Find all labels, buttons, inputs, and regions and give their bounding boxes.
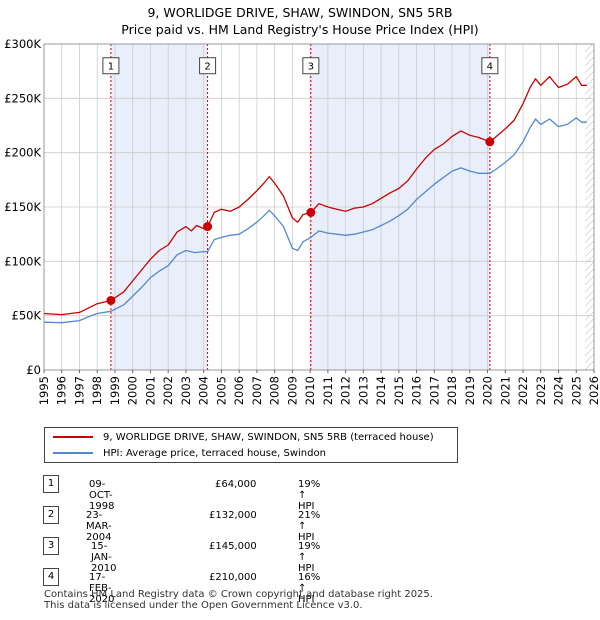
legend: 9, WORLIDGE DRIVE, SHAW, SWINDON, SN5 5R… — [44, 427, 458, 463]
event-price: £145,000 — [209, 541, 257, 552]
x-tick-label: 2013 — [356, 376, 370, 405]
event-date: 17-FEB-2020 — [89, 572, 115, 605]
event-date: 23-MAR-2004 — [86, 510, 112, 543]
hpi-line — [43, 117, 587, 324]
x-tick-label: 2021 — [498, 376, 512, 405]
chart-title: 9, WORLIDGE DRIVE, SHAW, SWINDON, SN5 5R… — [0, 4, 600, 38]
x-tick-label: 2005 — [214, 376, 228, 405]
x-tick-label: 2003 — [179, 376, 193, 405]
x-tick-label: 2017 — [427, 376, 441, 405]
x-tick-label: 2012 — [339, 376, 353, 405]
event-date: 09-OCT-1998 — [89, 479, 115, 512]
y-tick-label: £0 — [26, 363, 41, 377]
x-tick-label: 1997 — [72, 376, 86, 405]
event-price: £132,000 — [209, 510, 257, 521]
x-tick-label: 2004 — [197, 376, 211, 405]
legend-label-property: 9, WORLIDGE DRIVE, SHAW, SWINDON, SN5 5R… — [103, 431, 434, 443]
sale-point — [106, 295, 116, 305]
y-tick-label: £300K — [4, 37, 41, 51]
property-price-line — [43, 75, 587, 316]
sale-marker-box — [481, 57, 499, 75]
x-tick-label: 2024 — [552, 376, 566, 405]
legend-item-hpi: HPI: Average price, terraced house, Swin… — [53, 445, 326, 461]
y-tick-label: £150K — [4, 200, 41, 214]
chart-title-line2: Price paid vs. HM Land Registry's House … — [121, 22, 479, 37]
event-hpi: 19% ↑ HPI — [298, 541, 321, 574]
event-badge: 2 — [43, 506, 59, 524]
x-tick-label: 2001 — [143, 376, 157, 405]
x-tick-label: 1999 — [108, 376, 122, 405]
x-tick-label: 2026 — [587, 376, 600, 405]
event-price: £64,000 — [215, 479, 257, 490]
sale-marker-label: 1 — [108, 62, 114, 73]
y-tick-label: £100K — [4, 254, 41, 268]
footer-line2: This data is licensed under the Open Gov… — [44, 600, 363, 611]
sale-point — [203, 222, 213, 232]
x-tick-label: 2019 — [463, 376, 477, 405]
sale-marker-label: 3 — [308, 62, 314, 73]
x-tick-label: 2014 — [374, 376, 388, 405]
legend-label-hpi: HPI: Average price, terraced house, Swin… — [103, 447, 326, 459]
event-hpi: 16% ↑ HPI — [298, 572, 321, 605]
event-badge: 1 — [43, 475, 59, 493]
x-tick-label: 2007 — [250, 376, 264, 405]
x-tick-label: 2023 — [534, 376, 548, 405]
event-badge: 4 — [43, 568, 59, 586]
sale-marker-box — [302, 57, 320, 75]
x-tick-label: 2016 — [410, 376, 424, 405]
legend-swatch-property — [53, 436, 93, 438]
plot-frame — [43, 43, 595, 371]
event-hpi: 21% ↑ HPI — [298, 510, 321, 543]
event-badge: 3 — [43, 537, 59, 555]
sale-marker-label: 4 — [487, 62, 493, 73]
y-tick-label: £250K — [4, 91, 41, 105]
legend-item-property: 9, WORLIDGE DRIVE, SHAW, SWINDON, SN5 5R… — [53, 429, 434, 445]
sale-point — [485, 137, 495, 147]
sale-marker-box — [102, 57, 120, 75]
x-tick-label: 2010 — [303, 376, 317, 405]
x-tick-label: 2000 — [126, 376, 140, 405]
x-tick-label: 2015 — [392, 376, 406, 405]
legend-swatch-hpi — [53, 452, 93, 454]
x-tick-label: 2006 — [232, 376, 246, 405]
x-tick-label: 1996 — [55, 376, 69, 405]
sale-marker-box — [199, 57, 217, 75]
x-tick-label: 2002 — [161, 376, 175, 405]
x-tick-label: 2009 — [285, 376, 299, 405]
event-hpi: 19% ↑ HPI — [298, 479, 321, 512]
event-price: £210,000 — [209, 572, 257, 583]
footer-line1: Contains HM Land Registry data © Crown c… — [44, 589, 433, 600]
x-tick-label: 2018 — [445, 376, 459, 405]
x-tick-label: 2020 — [481, 376, 495, 405]
x-tick-label: 2011 — [321, 376, 335, 405]
y-tick-label: £200K — [4, 146, 41, 160]
x-tick-label: 2022 — [516, 376, 530, 405]
sale-point — [306, 207, 316, 217]
footer-attribution: Contains HM Land Registry data © Crown c… — [44, 589, 433, 611]
sale-marker-label: 2 — [204, 62, 210, 73]
x-tick-label: 2025 — [569, 376, 583, 405]
event-date: 15-JAN-2010 — [91, 541, 117, 574]
price-chart: 1 2 3 4 £0 £50K £100K £150K £200K £250K £300K 1995… — [4, 37, 600, 405]
y-tick-label: £50K — [12, 309, 42, 323]
chart-title-line1: 9, WORLIDGE DRIVE, SHAW, SWINDON, SN5 5R… — [147, 5, 453, 20]
x-tick-label: 1998 — [90, 376, 104, 405]
x-tick-label: 1995 — [37, 376, 51, 405]
x-tick-label: 2008 — [268, 376, 282, 405]
